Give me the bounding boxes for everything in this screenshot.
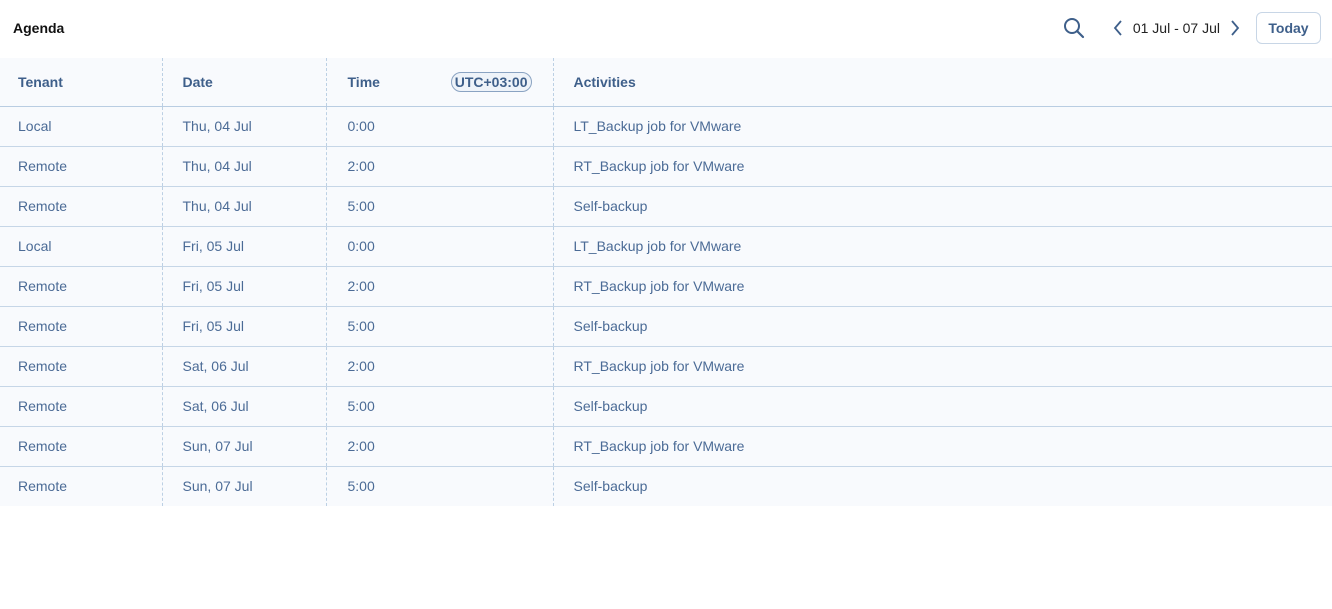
date-cell: Fri, 05 Jul xyxy=(161,266,326,307)
date-cell: Thu, 04 Jul xyxy=(161,186,326,227)
activity-cell: RT_Backup job for VMware xyxy=(552,426,1332,467)
activity-cell: RT_Backup job for VMware xyxy=(552,146,1332,187)
date-cell: Sat, 06 Jul xyxy=(161,346,326,387)
tenant-cell: Remote xyxy=(0,386,162,427)
tenant-cell: Remote xyxy=(0,346,162,387)
table-row[interactable]: Remote Thu, 04 Jul 2:00 RT_Backup job for V… xyxy=(0,146,1332,187)
tenant-cell: Remote xyxy=(18,478,68,495)
column-date[interactable]: Date xyxy=(161,58,326,107)
timezone-badge: UTC+03:00 xyxy=(450,72,532,92)
time-cell: 2:00 xyxy=(325,146,553,187)
tenant-cell: Remote xyxy=(0,266,162,307)
search-icon[interactable] xyxy=(1063,17,1085,39)
tenant-cell: Local xyxy=(0,226,162,267)
date-cell: Sun, 07 Jul xyxy=(161,426,326,467)
toolbar: 01 Jul - 07 Jul Today xyxy=(1063,12,1321,44)
time-cell: 2:00 xyxy=(325,426,553,467)
activity-cell: RT_Backup job for VMware xyxy=(552,266,1332,307)
agenda-table: Tenant Date Time UTC+03:00 Activities Loc… xyxy=(0,58,1332,506)
tenant-cell: Remote xyxy=(0,146,162,187)
today-button[interactable]: Today xyxy=(1256,12,1321,44)
date-cell: Fri, 05 Jul xyxy=(161,226,326,267)
column-activities[interactable]: Activities xyxy=(552,58,1332,107)
time-cell: 2:00 xyxy=(325,346,553,387)
time-cell: 5:00 xyxy=(325,306,553,347)
activity-cell: RT_Backup job for VMware xyxy=(552,346,1332,387)
activity-cell: LT_Backup job for VMware xyxy=(552,106,1332,147)
table-row[interactable]: Remote Sun, 07 Jul 2:00 RT_Backup job for V… xyxy=(0,426,1332,467)
chevron-right-icon[interactable] xyxy=(1228,18,1242,38)
table-header: Tenant Date Time UTC+03:00 Activities xyxy=(0,58,1332,107)
time-cell: 5:00 xyxy=(325,186,553,227)
date-cell: Sun, 07 Jul xyxy=(161,466,326,506)
table-row[interactable]: Local Thu, 04 Jul 0:00 LT_Backup job for VM… xyxy=(0,106,1332,147)
chevron-left-icon[interactable] xyxy=(1111,18,1125,38)
time-cell: 5:00 xyxy=(325,386,553,427)
column-tenant[interactable]: Tenant xyxy=(0,58,162,107)
time-cell: 5:00 xyxy=(325,466,553,506)
activity-cell: LT_Backup job for VMware xyxy=(552,226,1332,267)
tenant-cell: Local xyxy=(0,106,162,147)
activity-cell: Self-backup xyxy=(552,466,1332,506)
activity-cell: Self-backup xyxy=(552,306,1332,347)
tenant-cell: Remote xyxy=(0,426,162,467)
table-row[interactable]: Remote Sun, 07 Jul 5:00 Self-backup xyxy=(0,466,1332,506)
column-time-label: Time xyxy=(347,73,380,90)
date-cell: Thu, 04 Jul xyxy=(161,106,326,147)
activity-cell: Self-backup xyxy=(552,386,1332,427)
column-time[interactable]: Time UTC+03:00 xyxy=(325,58,553,107)
table-row[interactable]: Remote Thu, 04 Jul 5:00 Self-backup xyxy=(0,186,1332,227)
time-cell: 0:00 xyxy=(325,226,553,267)
date-cell: Sat, 06 Jul xyxy=(161,386,326,427)
table-row[interactable]: Remote Fri, 05 Jul 5:00 Self-backup xyxy=(0,306,1332,347)
page-title: Agenda xyxy=(13,20,65,36)
date-range: 01 Jul - 07 Jul xyxy=(1132,20,1220,36)
time-cell: 0:00 xyxy=(325,106,553,147)
date-cell: Thu, 04 Jul xyxy=(161,146,326,187)
time-cell: 2:00 xyxy=(325,266,553,307)
table-row[interactable]: Remote Sat, 06 Jul 2:00 RT_Backup job for V… xyxy=(0,346,1332,387)
tenant-cell: Remote xyxy=(0,186,162,227)
table-row[interactable]: Remote Sat, 06 Jul 5:00 Self-backup xyxy=(0,386,1332,427)
activity-cell: Self-backup xyxy=(552,186,1332,227)
tenant-cell: Remote xyxy=(0,306,162,347)
date-cell: Fri, 05 Jul xyxy=(161,306,326,347)
table-row[interactable]: Local Fri, 05 Jul 0:00 LT_Backup job for VM… xyxy=(0,226,1332,267)
table-row[interactable]: Remote Fri, 05 Jul 2:00 RT_Backup job for V… xyxy=(0,266,1332,307)
